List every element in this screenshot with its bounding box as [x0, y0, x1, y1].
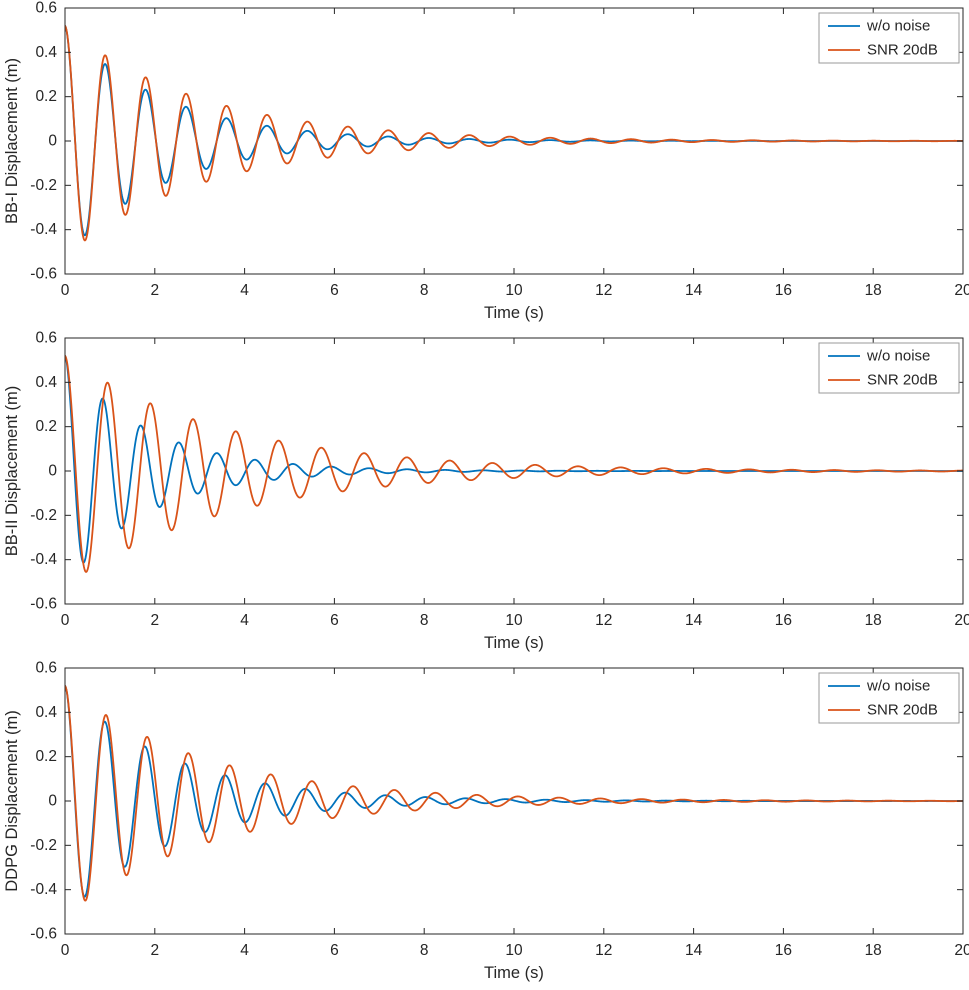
x-tick-label: 12	[595, 612, 612, 629]
legend-label-w-o-noise: w/o noise	[866, 18, 930, 35]
legend: w/o noise SNR 20dB	[818, 672, 960, 724]
series-group	[65, 24, 963, 242]
chart-svg-ddpg-displacement-m: 0 2 4 6 8 10 12 14 16 18 20 -0.6 -0.4 -0.2 0 0.2 0.4 0.6 T…	[3, 660, 969, 982]
y-tick-label: 0	[48, 793, 57, 810]
x-tick-label: 14	[685, 282, 703, 299]
x-tick-label: 10	[505, 942, 523, 959]
y-axis-label: BB-II Displacement (m)	[3, 386, 21, 557]
y-tick-label: 0.4	[35, 704, 57, 721]
y-tick-label: -0.6	[30, 596, 57, 613]
y-tick-label: -0.2	[30, 837, 57, 854]
legend-box	[818, 672, 960, 724]
y-tick-label: 0.2	[35, 748, 57, 765]
chart-panel-ddpg: 0 2 4 6 8 10 12 14 16 18 20 -0.6 -0.4 -0.2 0 0.2 0.4 0.6 T…	[0, 660, 969, 990]
legend: w/o noise SNR 20dB	[818, 342, 960, 394]
series-line-snr-20db	[65, 684, 963, 902]
x-tick-label: 2	[150, 942, 159, 959]
legend-box	[818, 12, 960, 64]
y-axis-label: DDPG Displacement (m)	[3, 710, 21, 892]
series-line-w-o-noise	[65, 354, 963, 564]
x-tick-label: 16	[775, 282, 792, 299]
chart-panel-bb-i: 0 2 4 6 8 10 12 14 16 18 20 -0.6 -0.4 -0.2 0 0.2 0.4 0.6 T…	[0, 0, 969, 330]
x-tick-label: 8	[420, 942, 429, 959]
x-axis-label: Time (s)	[484, 304, 544, 322]
x-axis-label: Time (s)	[484, 634, 544, 652]
chart-panel-bb-ii: 0 2 4 6 8 10 12 14 16 18 20 -0.6 -0.4 -0.2 0 0.2 0.4 0.6 T…	[0, 330, 969, 660]
x-tick-label: 8	[420, 282, 429, 299]
y-axis-label: BB-I Displacement (m)	[3, 58, 21, 224]
x-tick-label: 0	[61, 942, 70, 959]
legend-label-snr-20db: SNR 20dB	[867, 702, 938, 719]
x-tick-label: 18	[865, 282, 882, 299]
x-tick-label: 20	[954, 942, 969, 959]
x-tick-label: 20	[954, 612, 969, 629]
legend-label-w-o-noise: w/o noise	[866, 348, 930, 365]
x-tick-label: 6	[330, 942, 339, 959]
x-tick-label: 0	[61, 282, 70, 299]
x-tick-label: 12	[595, 282, 612, 299]
legend-label-w-o-noise: w/o noise	[866, 678, 930, 695]
y-tick-label: -0.6	[30, 266, 57, 283]
x-axis-label: Time (s)	[484, 964, 544, 982]
legend-label-snr-20db: SNR 20dB	[867, 42, 938, 59]
x-tick-label: 4	[240, 282, 249, 299]
x-tick-label: 10	[505, 282, 523, 299]
series-group	[65, 684, 963, 902]
x-tick-label: 16	[775, 612, 792, 629]
legend: w/o noise SNR 20dB	[818, 12, 960, 64]
y-tick-label: 0.4	[35, 44, 57, 61]
legend-label-snr-20db: SNR 20dB	[867, 372, 938, 389]
series-group	[65, 354, 963, 573]
x-tick-label: 2	[150, 612, 159, 629]
y-tick-label: 0.4	[35, 374, 57, 391]
y-tick-label: 0.6	[35, 330, 57, 347]
y-tick-label: -0.4	[30, 551, 57, 568]
x-tick-label: 2	[150, 282, 159, 299]
x-tick-label: 8	[420, 612, 429, 629]
x-tick-label: 14	[685, 612, 703, 629]
x-tick-label: 0	[61, 612, 70, 629]
x-tick-label: 4	[240, 612, 249, 629]
y-tick-label: 0.2	[35, 418, 57, 435]
y-tick-label: 0.2	[35, 88, 57, 105]
x-tick-label: 16	[775, 942, 792, 959]
y-tick-label: -0.2	[30, 507, 57, 524]
chart-svg-bb-i-displacement-m: 0 2 4 6 8 10 12 14 16 18 20 -0.6 -0.4 -0.2 0 0.2 0.4 0.6 T…	[3, 0, 969, 322]
y-tick-label: 0	[48, 133, 57, 150]
y-tick-label: -0.6	[30, 926, 57, 943]
x-tick-label: 12	[595, 942, 612, 959]
y-tick-label: 0.6	[35, 660, 57, 677]
x-tick-label: 4	[240, 942, 249, 959]
x-tick-label: 10	[505, 612, 523, 629]
legend-box	[818, 342, 960, 394]
x-tick-label: 18	[865, 942, 882, 959]
y-tick-label: 0.6	[35, 0, 57, 17]
chart-svg-bb-ii-displacement-m: 0 2 4 6 8 10 12 14 16 18 20 -0.6 -0.4 -0.2 0 0.2 0.4 0.6 T…	[3, 330, 969, 652]
x-tick-label: 14	[685, 942, 703, 959]
x-tick-label: 18	[865, 612, 882, 629]
series-line-snr-20db	[65, 24, 963, 242]
y-tick-label: -0.2	[30, 177, 57, 194]
series-line-snr-20db	[65, 354, 963, 573]
y-tick-label: -0.4	[30, 881, 57, 898]
y-tick-label: -0.4	[30, 221, 57, 238]
x-tick-label: 20	[954, 282, 969, 299]
x-tick-label: 6	[330, 282, 339, 299]
y-tick-label: 0	[48, 463, 57, 480]
x-tick-label: 6	[330, 612, 339, 629]
